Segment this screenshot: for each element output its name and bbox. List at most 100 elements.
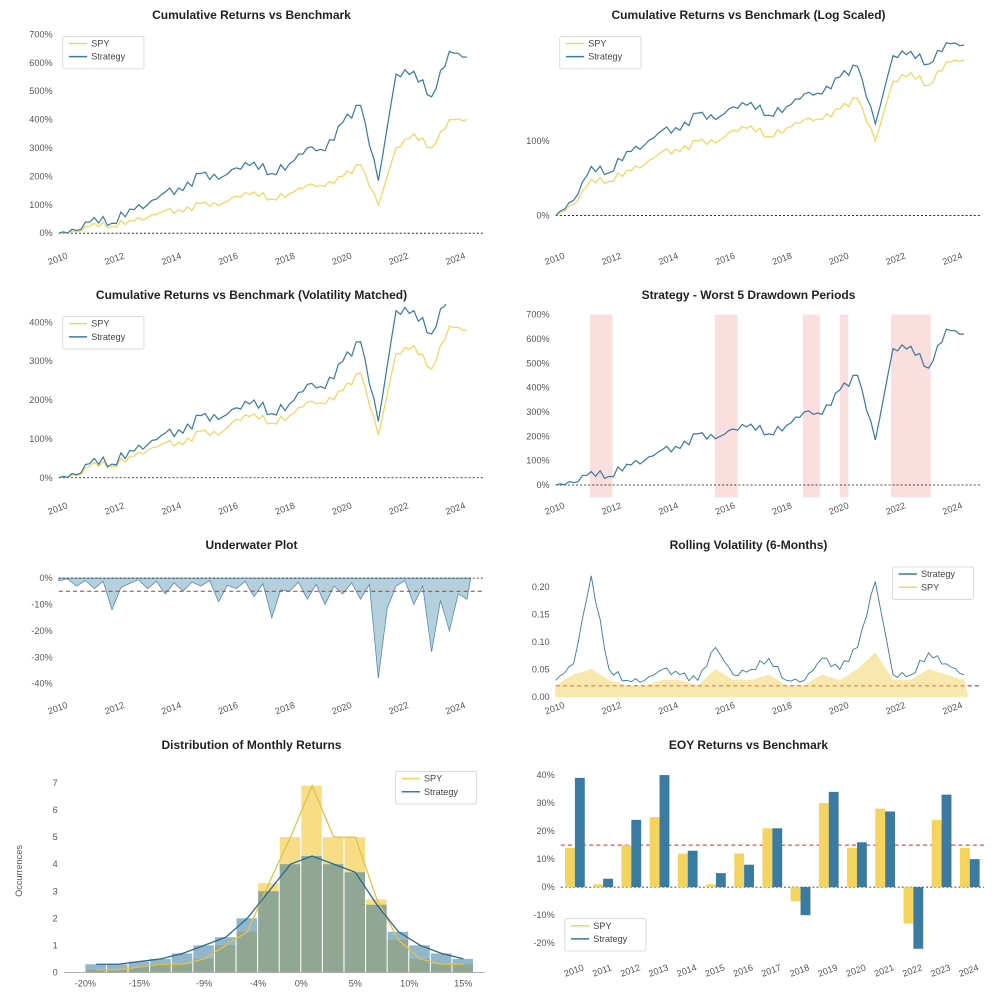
title-cum-log: Cumulative Returns vs Benchmark (Log Sca… [505, 8, 992, 22]
svg-text:2016: 2016 [714, 700, 737, 716]
svg-text:2024: 2024 [941, 500, 964, 516]
svg-cum-log: 0%100%20102012201420162018202020222024SP… [505, 24, 992, 278]
svg-rolling-vol: 0.000.050.100.150.2020102012201420162018… [505, 554, 992, 728]
svg-text:2014: 2014 [160, 500, 183, 516]
svg-text:SPY: SPY [91, 38, 109, 48]
svg-text:2010: 2010 [543, 251, 566, 267]
title-rolling-vol: Rolling Volatility (6-Months) [505, 538, 992, 552]
svg-text:2012: 2012 [103, 500, 126, 516]
svg-text:2016: 2016 [714, 500, 737, 516]
chart-cum-linear: Cumulative Returns vs Benchmark 0%100%20… [8, 8, 495, 278]
svg-text:2018: 2018 [274, 500, 297, 516]
svg-text:0.05: 0.05 [532, 664, 550, 674]
svg-text:400%: 400% [526, 383, 549, 393]
chart-drawdown-periods: Strategy - Worst 5 Drawdown Periods 0%10… [505, 288, 992, 528]
svg-text:2014: 2014 [160, 251, 183, 267]
svg-text:200%: 200% [526, 431, 549, 441]
svg-text:2014: 2014 [657, 500, 680, 516]
svg-text:2022: 2022 [884, 251, 907, 267]
svg-text:2019: 2019 [816, 962, 839, 978]
svg-text:0: 0 [53, 967, 58, 977]
svg-text:0%: 0% [295, 979, 308, 989]
svg-text:300%: 300% [29, 356, 52, 366]
svg-text:2020: 2020 [828, 251, 851, 267]
svg-text:7: 7 [53, 778, 58, 788]
svg-text:2020: 2020 [828, 500, 851, 516]
svg-text:700%: 700% [526, 310, 549, 320]
svg-text:600%: 600% [29, 58, 52, 68]
svg-text:2014: 2014 [675, 962, 698, 978]
svg-text:2020: 2020 [331, 500, 354, 516]
svg-text:500%: 500% [526, 358, 549, 368]
title-cum-linear: Cumulative Returns vs Benchmark [8, 8, 495, 22]
svg-text:100%: 100% [29, 200, 52, 210]
svg-text:SPY: SPY [91, 319, 109, 329]
svg-text:-10%: -10% [533, 910, 554, 920]
svg-text:Strategy: Strategy [588, 52, 622, 62]
svg-text:-15%: -15% [129, 979, 150, 989]
svg-text:2016: 2016 [732, 962, 755, 978]
svg-text:2017: 2017 [760, 962, 783, 978]
svg-text:Strategy: Strategy [593, 934, 627, 944]
svg-text:2010: 2010 [46, 700, 69, 716]
svg-text:200%: 200% [29, 395, 52, 405]
svg-text:SPY: SPY [921, 582, 939, 592]
svg-text:2014: 2014 [160, 700, 183, 716]
svg-text:-20%: -20% [75, 979, 96, 989]
svg-text:2014: 2014 [657, 251, 680, 267]
svg-text:2016: 2016 [217, 700, 240, 716]
svg-text:6: 6 [53, 805, 58, 815]
svg-text:Strategy: Strategy [424, 787, 458, 797]
svg-text:20%: 20% [536, 826, 554, 836]
svg-text:2014: 2014 [657, 700, 680, 716]
svg-text:2010: 2010 [46, 251, 69, 267]
svg-text:600%: 600% [526, 334, 549, 344]
svg-text:2022: 2022 [387, 500, 410, 516]
svg-text:2020: 2020 [331, 700, 354, 716]
svg-text:2015: 2015 [704, 962, 727, 978]
svg-text:2022: 2022 [901, 962, 924, 978]
svg-text:2013: 2013 [647, 962, 670, 978]
title-monthly-hist: Distribution of Monthly Returns [8, 738, 495, 752]
svg-text:2018: 2018 [274, 700, 297, 716]
svg-text:2018: 2018 [771, 251, 794, 267]
svg-text:0.00: 0.00 [532, 692, 550, 702]
svg-text:2018: 2018 [771, 500, 794, 516]
svg-text:2022: 2022 [387, 251, 410, 267]
svg-text:2020: 2020 [845, 962, 868, 978]
svg-text:2012: 2012 [600, 500, 623, 516]
svg-text:-30%: -30% [31, 652, 52, 662]
svg-text:2022: 2022 [884, 500, 907, 516]
svg-text:400%: 400% [29, 115, 52, 125]
chart-underwater: Underwater Plot 0%-10%-20%-30%-40%201020… [8, 538, 495, 728]
svg-text:2012: 2012 [600, 700, 623, 716]
svg-drawdown-periods: 0%100%200%300%400%500%600%700%2010201220… [505, 304, 992, 528]
svg-text:2012: 2012 [619, 962, 642, 978]
svg-text:2020: 2020 [828, 700, 851, 716]
svg-text:2012: 2012 [103, 700, 126, 716]
svg-text:2: 2 [53, 913, 58, 923]
svg-text:2021: 2021 [873, 962, 896, 978]
title-drawdown-periods: Strategy - Worst 5 Drawdown Periods [505, 288, 992, 302]
svg-text:300%: 300% [526, 407, 549, 417]
svg-cum-volmatch: 0%100%200%300%400%2010201220142016201820… [8, 304, 495, 528]
svg-text:700%: 700% [29, 29, 52, 39]
svg-text:1: 1 [53, 940, 58, 950]
svg-text:2024: 2024 [958, 962, 981, 978]
title-cum-volmatch: Cumulative Returns vs Benchmark (Volatil… [8, 288, 495, 302]
svg-text:100%: 100% [29, 434, 52, 444]
svg-text:2016: 2016 [217, 500, 240, 516]
svg-text:2020: 2020 [331, 251, 354, 267]
svg-text:0%: 0% [39, 573, 52, 583]
svg-text:15%: 15% [454, 979, 472, 989]
svg-text:500%: 500% [29, 86, 52, 96]
chart-rolling-vol: Rolling Volatility (6-Months) 0.000.050.… [505, 538, 992, 728]
svg-text:-20%: -20% [533, 938, 554, 948]
svg-text:2018: 2018 [274, 251, 297, 267]
svg-cum-linear: 0%100%200%300%400%500%600%700%2010201220… [8, 24, 495, 278]
svg-text:2012: 2012 [103, 251, 126, 267]
svg-text:40%: 40% [536, 770, 554, 780]
svg-text:2023: 2023 [929, 962, 952, 978]
svg-text:-20%: -20% [31, 626, 52, 636]
svg-text:2016: 2016 [217, 251, 240, 267]
